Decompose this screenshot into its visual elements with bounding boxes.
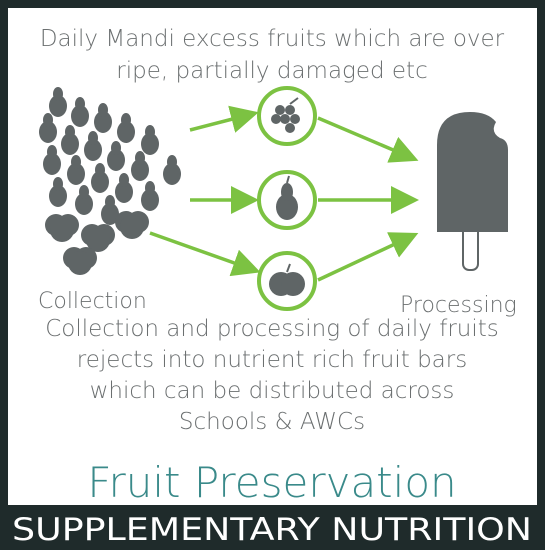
title: Fruit Preservation xyxy=(87,458,456,507)
left-label: Collection xyxy=(38,289,147,314)
right-label: Processing xyxy=(400,293,517,318)
infographic: Daily Mandi excess fruits which are over… xyxy=(0,0,545,550)
description-line: rejects into nutrient rich fruit bars xyxy=(77,347,467,373)
description-line: Collection and processing of daily fruit… xyxy=(45,316,499,342)
footer-text: SUPPLEMENTARY NUTRITION xyxy=(12,512,532,548)
description-line: which can be distributed across xyxy=(90,378,455,404)
description-line: Schools & AWCs xyxy=(179,409,365,435)
header-line: Daily Mandi excess fruits which are over xyxy=(40,26,505,52)
header-line: ripe, partially damaged etc xyxy=(116,58,427,84)
